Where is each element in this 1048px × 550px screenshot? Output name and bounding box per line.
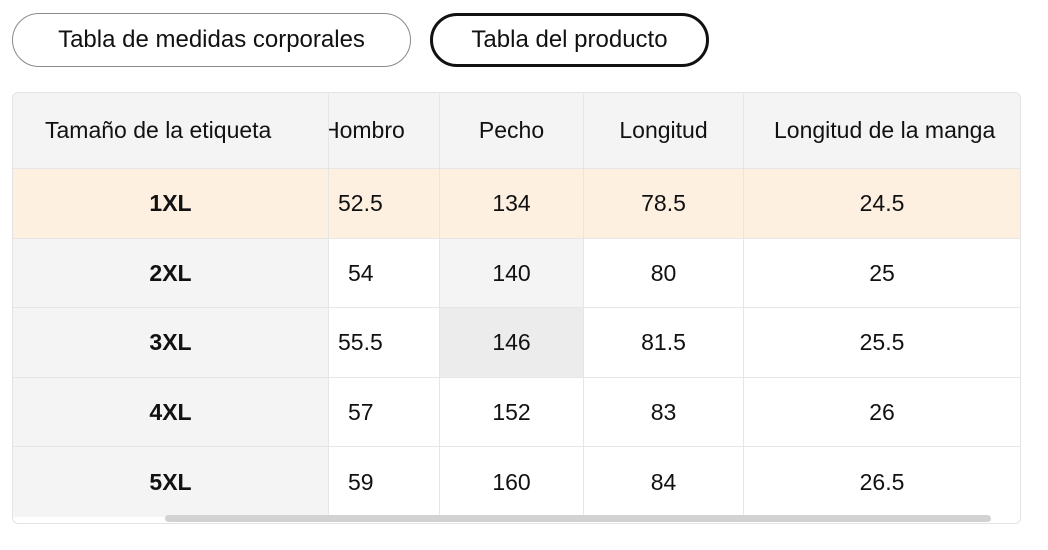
table-cell: 84 — [584, 447, 744, 517]
size-label: 2XL — [13, 239, 329, 307]
table-cell: 52.5 — [329, 169, 440, 238]
table-cell: 55.5 — [329, 308, 440, 377]
column-header-sleeve-length: Longitud de la manga — [744, 93, 1020, 168]
table-cell: 160 — [440, 447, 584, 517]
column-header-chest: Pecho — [440, 93, 584, 168]
table-cell: 152 — [440, 378, 584, 446]
table-cell: 57 — [329, 378, 440, 446]
table-cell: 78.5 — [584, 169, 744, 238]
column-header-length: Longitud — [584, 93, 744, 168]
table-cell: 140 — [440, 239, 584, 307]
table-cell: 80 — [584, 239, 744, 307]
column-header-tag-size: Tamaño de la etiqueta — [13, 93, 329, 168]
size-label: 3XL — [13, 308, 329, 377]
table-cell: 54 — [329, 239, 440, 307]
table-row[interactable]: 4XL 57 152 83 26 — [13, 378, 1020, 447]
table-row[interactable]: 2XL 54 140 80 25 — [13, 239, 1020, 308]
table-cell: 146 — [440, 308, 584, 377]
table-header-row: Tamaño de la etiqueta Hombro Pecho Longi… — [13, 93, 1020, 169]
table-row[interactable]: 1XL 52.5 134 78.5 24.5 — [13, 169, 1020, 239]
size-label: 1XL — [13, 169, 329, 238]
table-cell: 25.5 — [859, 329, 905, 355]
size-table[interactable]: Tamaño de la etiqueta Hombro Pecho Longi… — [12, 92, 1021, 524]
table-cell: 24.5 — [744, 169, 1020, 238]
tab-body-measurements[interactable]: Tabla de medidas corporales — [12, 13, 411, 67]
table-cell: 134 — [440, 169, 584, 238]
horizontal-scrollbar[interactable] — [165, 515, 991, 522]
table-row[interactable]: 5XL 59 160 84 26.5 — [13, 447, 1020, 517]
size-chart-tabs: Tabla de medidas corporales Tabla del pr… — [12, 13, 709, 67]
size-label: 5XL — [13, 447, 329, 517]
tab-product-chart[interactable]: Tabla del producto — [430, 13, 709, 67]
table-row[interactable]: 3XL 55.5 146 81.5 25.5 — [13, 308, 1020, 378]
size-label: 4XL — [13, 378, 329, 446]
column-header-shoulder: Hombro — [329, 93, 440, 168]
table-cell: 59 — [329, 447, 440, 517]
table-cell: 81.5 — [584, 308, 744, 377]
table-cell: 26.5 — [859, 468, 905, 495]
table-cell: 26 — [869, 398, 895, 425]
table-cell: 25 — [869, 259, 895, 286]
table-cell: 83 — [584, 378, 744, 446]
